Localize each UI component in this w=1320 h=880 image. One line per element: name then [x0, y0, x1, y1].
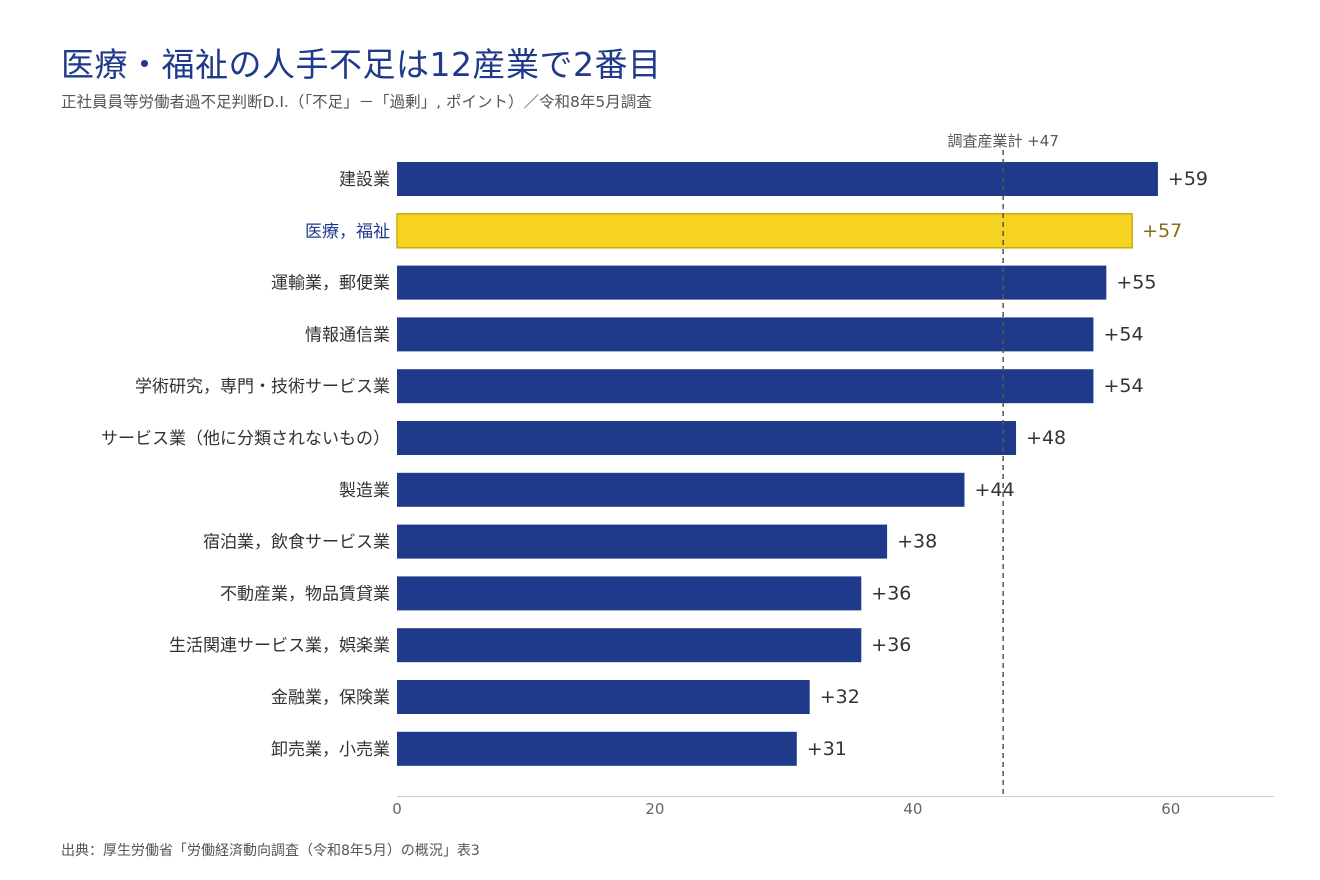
bar [397, 162, 1158, 196]
category-label: 金融業，保険業 [271, 688, 390, 708]
bar [397, 628, 862, 663]
x-tick-label: 0 [392, 800, 402, 818]
bars-layer: 建設業 +59 医療，福祉 +57 運輸業，郵便業 +55 情報通信業 +54 学術研究，専門・… [101, 162, 1208, 766]
category-label: 宿泊業，飲食サービス業 [203, 533, 390, 553]
category-label: 建設業 [339, 170, 390, 190]
category-label: 不動産業，物品賃貸業 [220, 584, 390, 604]
value-label: +44 [974, 479, 1014, 501]
bar [397, 421, 1017, 455]
bar [397, 472, 965, 507]
value-label: +59 [1168, 168, 1208, 190]
chart-subtitle: 正社員員等労働者過不足判断D.I.（「不足」－「過剰」, ポイント）／令和8年5… [61, 93, 652, 111]
x-tick-label: 60 [1161, 800, 1180, 818]
x-tick-label: 40 [903, 800, 922, 818]
reference-label: 調査産業計 +47 [947, 132, 1058, 150]
value-label: +32 [820, 686, 860, 708]
value-label: +38 [897, 531, 937, 553]
bar [397, 680, 810, 714]
source-note: 出典：厚生労働省「労働経済動向調査（令和8年5月）の概況」表3 [61, 843, 480, 859]
value-label: +36 [871, 634, 911, 656]
value-label: +31 [807, 738, 847, 760]
bar [397, 731, 797, 766]
bar [396, 213, 1133, 249]
category-label: 学術研究，専門・技術サービス業 [135, 377, 390, 397]
bar [397, 524, 888, 559]
bar [397, 369, 1094, 404]
category-label: 運輸業，郵便業 [271, 274, 390, 294]
value-label: +54 [1103, 323, 1143, 345]
x-axis: 0 20 40 60 [392, 796, 1274, 818]
value-label: +55 [1116, 272, 1156, 294]
bar [397, 576, 862, 611]
chart-title: 医療・福祉の人手不足は12産業で2番目 [61, 45, 662, 84]
reference-layer: 調査産業計 +47 [947, 132, 1059, 796]
category-label: サービス業（他に分類されないもの） [101, 429, 390, 449]
category-label: 情報通信業 [305, 325, 390, 345]
bar [397, 317, 1094, 352]
category-label: 医療，福祉 [305, 222, 390, 242]
value-label: +36 [871, 582, 911, 604]
value-label: +57 [1142, 220, 1182, 242]
x-tick-label: 20 [645, 800, 664, 818]
category-label: 製造業 [339, 481, 390, 501]
value-label: +48 [1026, 427, 1066, 449]
value-label: +54 [1103, 375, 1143, 397]
category-label: 卸売業，小売業 [271, 740, 390, 760]
category-label: 生活関連サービス業，娯楽業 [169, 636, 390, 656]
bar [397, 265, 1107, 300]
